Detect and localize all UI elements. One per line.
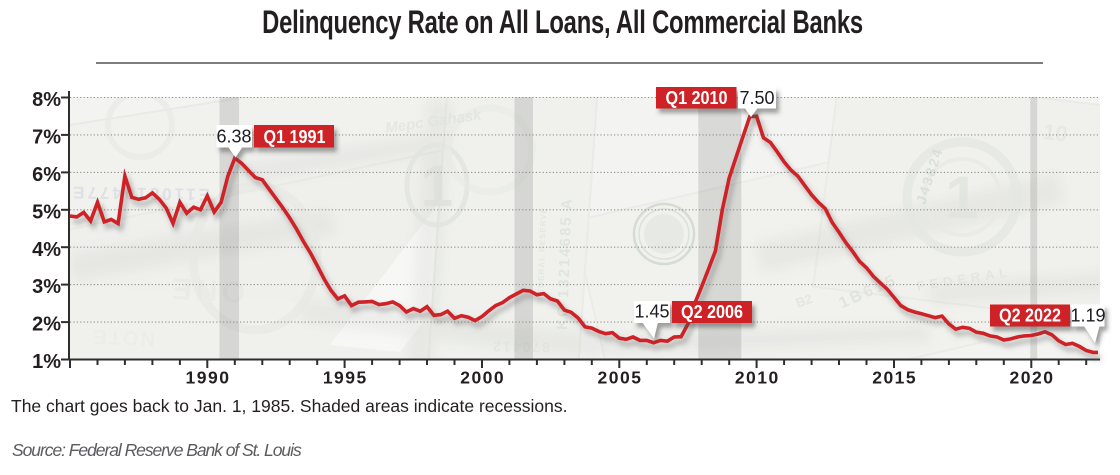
svg-text:1.19: 1.19 bbox=[1070, 306, 1105, 326]
svg-text:3%: 3% bbox=[32, 276, 61, 298]
svg-text:7%: 7% bbox=[32, 127, 61, 149]
svg-text:NOTE: NOTE bbox=[91, 325, 155, 349]
svg-text:870412: 870412 bbox=[491, 339, 550, 356]
svg-text:2015: 2015 bbox=[872, 368, 917, 388]
svg-text:4%: 4% bbox=[32, 239, 61, 261]
svg-text:6.38: 6.38 bbox=[216, 127, 251, 147]
svg-text:10: 10 bbox=[1042, 119, 1069, 147]
svg-text:7.50: 7.50 bbox=[739, 88, 774, 108]
svg-text:ONE: ONE bbox=[167, 271, 246, 308]
svg-text:E110810477E: E110810477E bbox=[70, 183, 210, 204]
svg-text:Q1 1991: Q1 1991 bbox=[264, 127, 326, 147]
svg-text:1%: 1% bbox=[32, 351, 61, 373]
svg-text:B2: B2 bbox=[794, 291, 815, 311]
svg-text:2005: 2005 bbox=[598, 368, 643, 388]
svg-text:KC 13214685 A: KC 13214685 A bbox=[554, 197, 576, 331]
svg-text:5%: 5% bbox=[32, 201, 61, 223]
svg-text:1990: 1990 bbox=[186, 368, 231, 388]
svg-text:2%: 2% bbox=[32, 314, 61, 336]
svg-text:Q1 2010: Q1 2010 bbox=[666, 88, 728, 108]
svg-text:6%: 6% bbox=[32, 164, 61, 186]
svg-text:2020: 2020 bbox=[1010, 368, 1055, 388]
svg-text:Q2 2022: Q2 2022 bbox=[999, 306, 1061, 326]
svg-text:1.45: 1.45 bbox=[634, 302, 669, 322]
svg-text:1: 1 bbox=[421, 154, 453, 219]
svg-text:8%: 8% bbox=[32, 89, 61, 111]
svg-text:FEDERAL RESERVE: FEDERAL RESERVE bbox=[536, 207, 548, 300]
svg-text:2010: 2010 bbox=[735, 368, 780, 388]
svg-text:Q2 2006: Q2 2006 bbox=[681, 302, 743, 322]
svg-text:1995: 1995 bbox=[323, 368, 368, 388]
svg-text:1: 1 bbox=[945, 164, 978, 231]
svg-text:2000: 2000 bbox=[460, 368, 505, 388]
